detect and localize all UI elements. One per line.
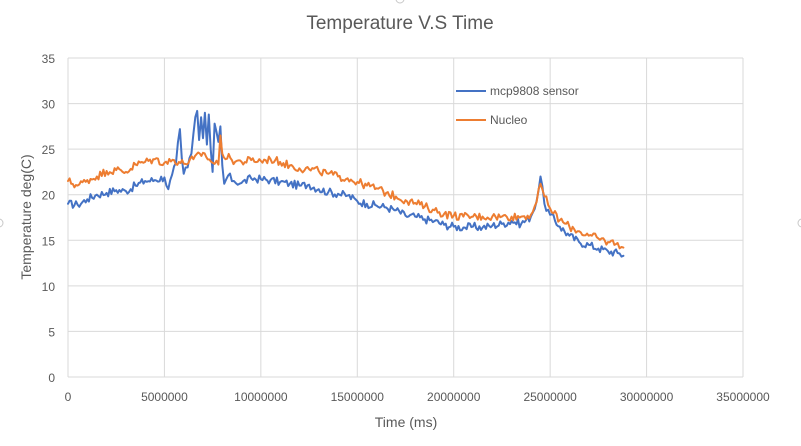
gridlines [67, 57, 744, 378]
x-tick-label: 30000000 [620, 390, 674, 404]
legend-label: Nucleo [490, 113, 528, 127]
x-tick-label: 0 [65, 390, 72, 404]
y-tick-label: 15 [42, 234, 56, 248]
y-tick-label: 25 [42, 143, 56, 157]
chart-title: Temperature V.S Time [306, 13, 493, 34]
y-tick-label: 35 [42, 52, 56, 66]
frame-handle-left[interactable] [0, 218, 4, 228]
y-tick-label: 5 [48, 325, 55, 339]
frame-handle-right[interactable] [797, 218, 801, 228]
y-tick-label: 30 [42, 98, 56, 112]
frame-handle-top[interactable] [395, 0, 405, 4]
axes: 0 5 10 15 20 25 30 35 0 5000000 10000000 15000000 20… [42, 52, 770, 404]
x-tick-label: 5000000 [141, 390, 188, 404]
y-tick-label: 0 [48, 371, 55, 385]
series-layer [67, 109, 625, 258]
legend-label: mcp9808 sensor [490, 84, 579, 98]
x-tick-label: 35000000 [716, 390, 770, 404]
series-line-nucleo [67, 134, 625, 250]
x-axis-title: Time (ms) [375, 414, 437, 430]
legend: mcp9808 sensor Nucleo [456, 84, 579, 127]
x-tick-label: 25000000 [523, 390, 577, 404]
x-tick-label: 10000000 [234, 390, 288, 404]
series-line-mcp9808-sensor [67, 109, 625, 258]
y-axis-title: Temperature deg(C) [18, 154, 34, 279]
y-tick-label: 10 [42, 280, 56, 294]
x-tick-label: 15000000 [331, 390, 385, 404]
x-tick-label: 20000000 [427, 390, 481, 404]
y-tick-label: 20 [42, 189, 56, 203]
